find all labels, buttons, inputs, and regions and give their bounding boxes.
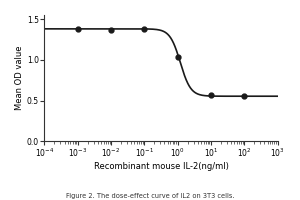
X-axis label: Recombinant mouse IL-2(ng/ml): Recombinant mouse IL-2(ng/ml): [94, 162, 229, 171]
Text: Figure 2. The dose-effect curve of IL2 on 3T3 cells.: Figure 2. The dose-effect curve of IL2 o…: [66, 193, 234, 199]
Y-axis label: Mean OD value: Mean OD value: [15, 46, 24, 110]
